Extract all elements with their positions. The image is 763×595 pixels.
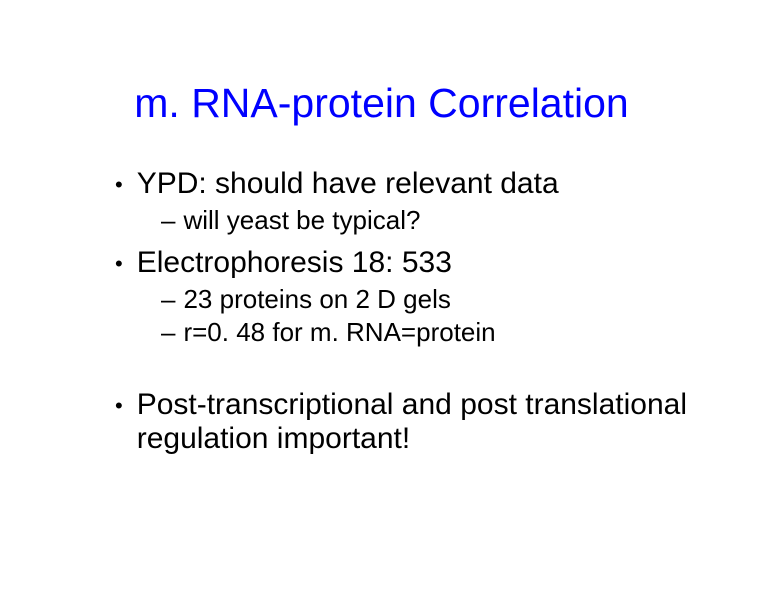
dash-marker: – bbox=[161, 284, 175, 315]
bullet-marker: • bbox=[115, 172, 123, 198]
bullet-text: r=0. 48 for m. RNA=protein bbox=[183, 317, 495, 348]
slide-title: m. RNA-protein Correlation bbox=[0, 0, 763, 167]
dash-marker: – bbox=[161, 205, 175, 236]
bullet-item: • Post-transcriptional and post translat… bbox=[115, 388, 703, 456]
bullet-text: Post-transcriptional and post translatio… bbox=[137, 388, 703, 456]
slide-content: • YPD: should have relevant data – will … bbox=[0, 167, 763, 456]
bullet-item: – 23 proteins on 2 D gels bbox=[115, 284, 703, 315]
slide-container: m. RNA-protein Correlation • YPD: should… bbox=[0, 0, 763, 595]
bullet-item: – will yeast be typical? bbox=[115, 205, 703, 236]
bullet-item: – r=0. 48 for m. RNA=protein bbox=[115, 317, 703, 348]
bullet-item: • Electrophoresis 18: 533 bbox=[115, 246, 703, 280]
dash-marker: – bbox=[161, 317, 175, 348]
bullet-text: 23 proteins on 2 D gels bbox=[183, 284, 450, 315]
spacer bbox=[115, 350, 703, 388]
bullet-text: YPD: should have relevant data bbox=[137, 167, 559, 201]
bullet-text: will yeast be typical? bbox=[183, 205, 420, 236]
bullet-marker: • bbox=[115, 393, 123, 419]
spacer bbox=[115, 238, 703, 246]
bullet-text: Electrophoresis 18: 533 bbox=[137, 246, 452, 280]
bullet-item: • YPD: should have relevant data bbox=[115, 167, 703, 201]
bullet-marker: • bbox=[115, 251, 123, 277]
